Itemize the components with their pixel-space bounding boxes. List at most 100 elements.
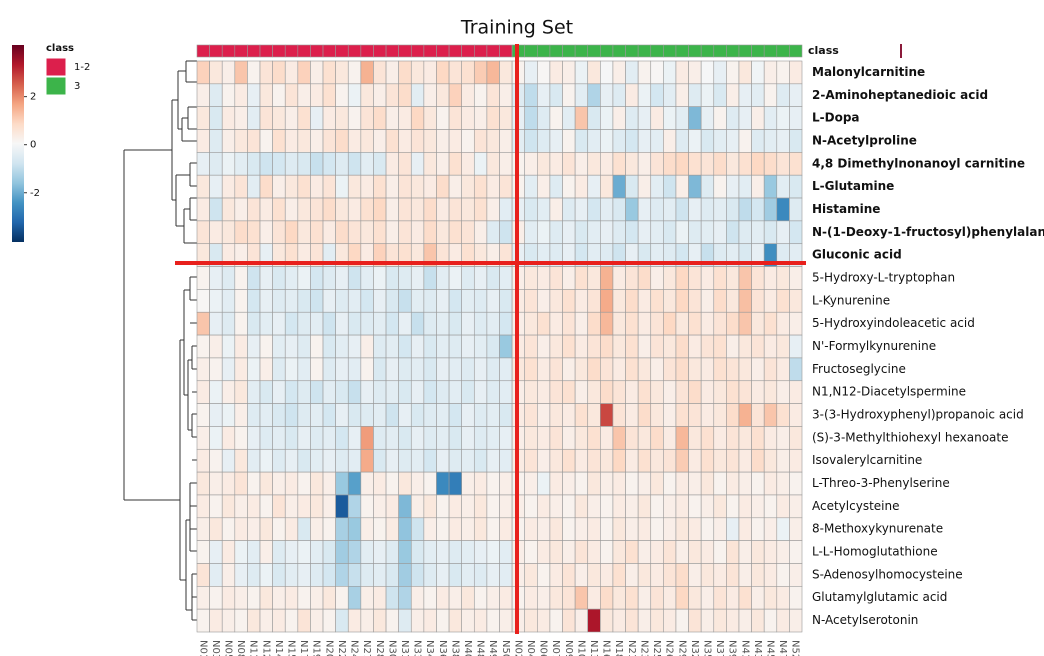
cell <box>234 494 248 519</box>
cell <box>310 540 324 564</box>
cell <box>473 426 488 450</box>
cell <box>385 266 399 290</box>
cell <box>385 448 399 473</box>
cell <box>751 106 765 130</box>
cell <box>587 60 601 85</box>
cell <box>763 129 778 153</box>
cell <box>322 60 336 85</box>
cell <box>385 380 399 404</box>
cell <box>448 426 462 450</box>
cell <box>537 334 551 359</box>
cell <box>221 152 236 176</box>
cell <box>688 289 702 313</box>
cell <box>221 586 236 610</box>
cell <box>524 220 538 245</box>
cell <box>373 152 387 176</box>
cell <box>385 289 399 313</box>
cell <box>461 494 475 519</box>
column-label: N11 <box>248 640 259 656</box>
cell <box>612 311 626 336</box>
cell <box>537 289 551 313</box>
cell <box>726 380 740 404</box>
cell <box>297 334 311 359</box>
cell <box>259 471 273 496</box>
cell <box>486 60 500 85</box>
cell <box>663 220 677 245</box>
cell <box>473 471 488 496</box>
cell <box>410 563 425 587</box>
class-cell <box>335 44 349 58</box>
column-label: N38 <box>449 640 460 656</box>
cell <box>247 517 261 541</box>
cell <box>637 517 652 541</box>
cell <box>675 608 689 633</box>
cell <box>221 311 236 336</box>
cell <box>562 608 576 633</box>
cell <box>398 471 412 496</box>
class-cell <box>499 44 513 58</box>
cell <box>322 448 336 473</box>
cell <box>726 83 740 107</box>
cell <box>688 266 702 290</box>
cell <box>625 448 639 473</box>
cell <box>700 517 715 541</box>
cell <box>700 266 715 290</box>
cell <box>347 380 362 404</box>
cell <box>675 106 689 130</box>
cell <box>423 563 437 587</box>
cell <box>675 471 689 496</box>
cell <box>663 471 677 496</box>
cell <box>562 220 576 245</box>
cell <box>373 334 387 359</box>
cell <box>473 197 488 222</box>
cell <box>776 174 790 199</box>
cell <box>423 448 437 473</box>
cell <box>410 129 425 153</box>
cell <box>398 311 412 336</box>
cell <box>637 152 652 176</box>
cell <box>448 83 462 107</box>
cell <box>524 357 538 382</box>
cell <box>209 152 223 176</box>
cell <box>700 289 715 313</box>
cell <box>209 357 223 382</box>
cell <box>347 60 362 85</box>
column-label: N16 <box>601 640 612 656</box>
cell <box>436 380 450 404</box>
cell <box>612 106 626 130</box>
cell <box>234 220 248 245</box>
dendrogram <box>123 60 197 621</box>
cell <box>473 129 488 153</box>
cell <box>486 426 500 450</box>
cell <box>738 608 752 633</box>
cell <box>562 380 576 404</box>
class-cell <box>461 44 475 58</box>
cell <box>675 60 689 85</box>
cell <box>297 563 311 587</box>
cell <box>663 174 677 199</box>
cell <box>713 266 727 290</box>
cell <box>587 403 601 427</box>
cell <box>713 83 727 107</box>
cell <box>410 357 425 382</box>
cell <box>410 608 425 633</box>
cell <box>499 380 513 404</box>
class-cell <box>385 44 399 58</box>
column-label: N47 <box>777 640 788 656</box>
cell <box>789 106 803 130</box>
cell <box>675 403 689 427</box>
cell <box>486 540 500 564</box>
cell <box>726 106 740 130</box>
cell <box>398 540 412 564</box>
cell <box>499 129 513 153</box>
cell <box>738 403 752 427</box>
cell <box>335 220 349 245</box>
cell <box>675 357 689 382</box>
cell <box>612 266 626 290</box>
cell <box>398 586 412 610</box>
cell <box>398 403 412 427</box>
cell <box>524 83 538 107</box>
cell <box>650 426 664 450</box>
cell <box>473 517 488 541</box>
cell <box>247 289 261 313</box>
